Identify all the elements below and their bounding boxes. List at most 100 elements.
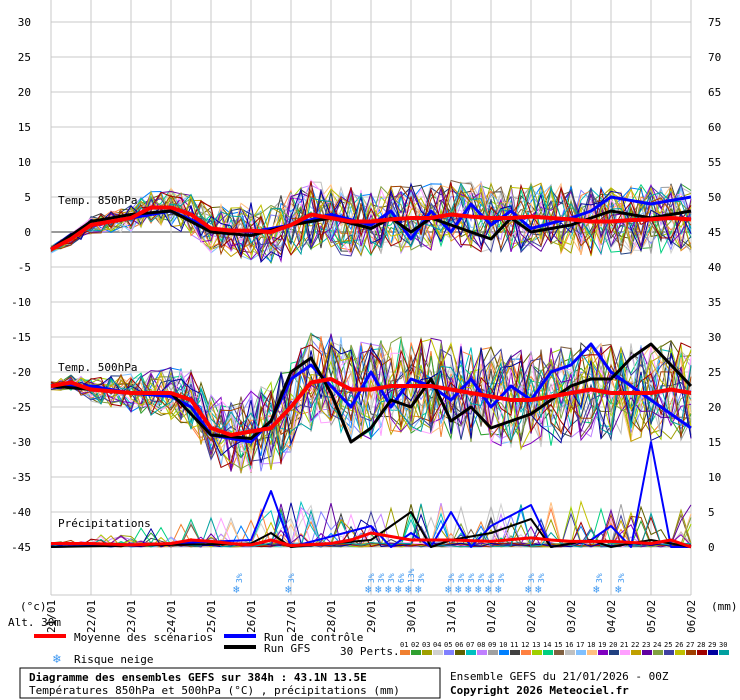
snow-risk-percent: 3% xyxy=(527,573,536,583)
snow-risk-percent: 3% xyxy=(377,573,386,583)
pert-legend-number: 21 xyxy=(620,641,628,649)
left-tick-label: 25 xyxy=(18,51,31,64)
legend-mean-swatch xyxy=(34,634,66,638)
right-tick-label: 15 xyxy=(708,436,721,449)
snowflake-icon: ❄ xyxy=(615,583,622,596)
left-tick-label: 15 xyxy=(18,121,31,134)
x-tick-label: 21/01 xyxy=(45,600,58,633)
pert-legend-swatch xyxy=(521,650,531,655)
left-tick-label: -30 xyxy=(11,436,31,449)
label-temp-500: Temp. 500hPa xyxy=(58,361,137,374)
left-tick-label: 0 xyxy=(24,226,31,239)
left-unit: (°c) xyxy=(20,600,47,613)
snowflake-icon: ❄ xyxy=(535,583,542,596)
right-unit: (mm) xyxy=(711,600,738,613)
pert-legend-number: 26 xyxy=(675,641,683,649)
x-tick-label: 04/02 xyxy=(605,600,618,633)
left-tick-label: 30 xyxy=(18,16,31,29)
series-mean-850 xyxy=(50,205,692,252)
right-tick-label: 50 xyxy=(708,191,721,204)
x-tick-label: 31/01 xyxy=(445,600,458,633)
pert-legend-number: 04 xyxy=(433,641,441,649)
left-axis-ticks: 30 25 20 15 10 5 0 -5 -10 -15 -20 -25 -30 -35 -40 -45 xyxy=(11,16,31,554)
legend-snow-label: Risque neige xyxy=(74,653,153,666)
pert-line-500 xyxy=(50,341,692,451)
pert-legend-number: 18 xyxy=(587,641,595,649)
pert-legend-swatch xyxy=(554,650,564,655)
x-tick-label: 25/01 xyxy=(205,600,218,633)
snowflake-icon: ❄ xyxy=(593,583,600,596)
pert-legend-number: 23 xyxy=(642,641,650,649)
left-tick-label: -45 xyxy=(11,541,31,554)
pert-legend-swatch xyxy=(664,650,674,655)
left-tick-label: 5 xyxy=(24,191,31,204)
pert-line-850 xyxy=(50,182,692,264)
legend-control-swatch xyxy=(224,634,256,638)
pert-legend-swatch xyxy=(708,650,718,655)
pert-line-500 xyxy=(50,332,692,470)
right-tick-label: 35 xyxy=(708,296,721,309)
pert-legend-number: 29 xyxy=(708,641,716,649)
main-series xyxy=(50,195,693,549)
left-tick-label: -35 xyxy=(11,471,31,484)
pert-legend-number: 20 xyxy=(609,641,617,649)
pert-legend-number: 24 xyxy=(653,641,661,649)
x-tick-label: 01/02 xyxy=(485,600,498,633)
snow-risk-percent: 3% xyxy=(447,573,456,583)
snowflake-icon: ❄ xyxy=(465,583,472,596)
snowflake-icon: ❄ xyxy=(385,583,392,596)
series-gfs-500 xyxy=(50,342,693,444)
pert-legend-swatch xyxy=(631,650,641,655)
snow-risk-percent: 6% xyxy=(397,573,406,583)
series-mean-precip xyxy=(51,531,692,549)
x-tick-label: 06/02 xyxy=(685,600,698,633)
pert-line-850 xyxy=(50,181,692,259)
x-tick-label: 27/01 xyxy=(285,600,298,633)
left-tick-label: 20 xyxy=(18,86,31,99)
legend-mean-label: Moyenne des scénarios xyxy=(74,631,213,644)
snow-risk-percent: 3% xyxy=(617,573,626,583)
left-tick-label: 10 xyxy=(18,156,31,169)
pert-legend-number: 11 xyxy=(510,641,518,649)
pert-legend-swatch xyxy=(455,650,465,655)
right-tick-label: 40 xyxy=(708,261,721,274)
right-tick-label: 45 xyxy=(708,226,721,239)
left-tick-label: -15 xyxy=(11,331,31,344)
x-tick-label: 26/01 xyxy=(245,600,258,633)
snow-risk-markers: 3%❄3%❄3%❄3%❄3%❄6%❄13%❄3%❄3%❄3%❄3%❄3%❄6%❄… xyxy=(233,568,626,596)
pert-legend-swatch xyxy=(587,650,597,655)
pert-line-500 xyxy=(50,338,692,469)
legend-perts-label: 30 Perts. xyxy=(340,645,400,658)
snowflake-icon: ❄ xyxy=(285,583,292,596)
pert-legend-swatch xyxy=(653,650,663,655)
pert-legend-swatch xyxy=(532,650,542,655)
snow-risk-percent: 13% xyxy=(407,568,416,583)
snow-risk-percent: 3% xyxy=(287,573,296,583)
snow-risk-percent: 3% xyxy=(467,573,476,583)
snow-risk-percent: 3% xyxy=(497,573,506,583)
pert-legend-swatch xyxy=(543,650,553,655)
pert-legend-number: 01 xyxy=(400,641,408,649)
footer-title: Diagramme des ensembles GEFS sur 384h : … xyxy=(29,671,367,684)
pert-legend-swatch xyxy=(642,650,652,655)
x-tick-label: 02/02 xyxy=(525,600,538,633)
snow-risk-percent: 3% xyxy=(367,573,376,583)
x-tick-label: 05/02 xyxy=(645,600,658,633)
snowflake-icon: ❄ xyxy=(415,583,422,596)
pert-legend-number: 09 xyxy=(488,641,496,649)
snowflake-icon: ❄ xyxy=(405,583,412,596)
pert-legend-swatch xyxy=(477,650,487,655)
pert-legend-swatch xyxy=(565,650,575,655)
pert-legend-number: 22 xyxy=(631,641,639,649)
perturbation-legend: 01 02 03 04 05 06 07 08 09 10 11 12 13 14 15 16 17 18 19 20… xyxy=(400,641,729,655)
pert-line-500 xyxy=(50,350,692,457)
pert-legend-swatch xyxy=(620,650,630,655)
left-tick-label: -5 xyxy=(18,261,31,274)
x-axis-labels: 21/01 22/01 23/01 24/01 25/01 26/01 27/01 28/01… xyxy=(45,600,698,633)
pert-legend-number: 02 xyxy=(411,641,419,649)
right-tick-label: 5 xyxy=(708,506,715,519)
left-tick-label: -40 xyxy=(11,506,31,519)
label-precipitations: Précipitations xyxy=(58,517,151,530)
pert-legend-number: 19 xyxy=(598,641,606,649)
